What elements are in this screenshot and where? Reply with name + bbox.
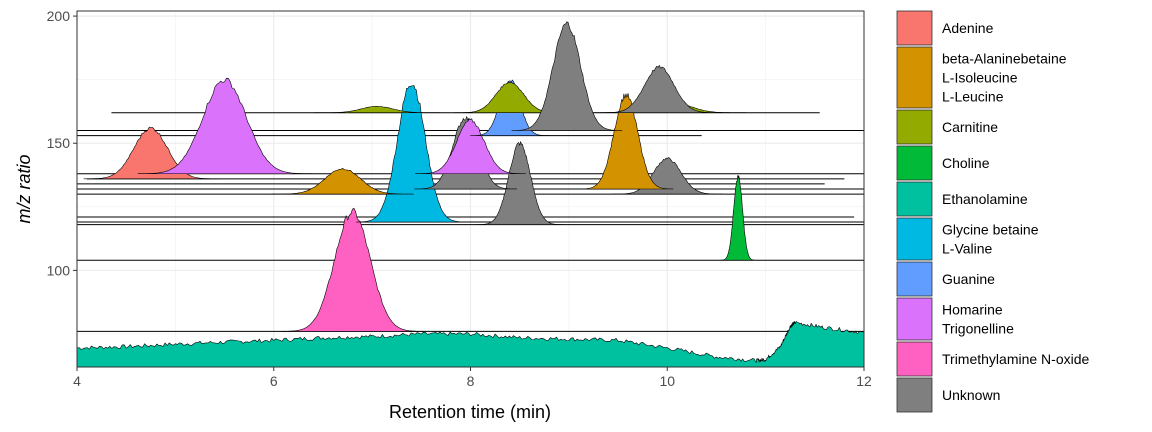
legend-label: Glycine betaine xyxy=(942,222,1039,238)
y-axis: 100 150 200 xyxy=(47,8,77,278)
peak-area xyxy=(600,65,719,114)
legend-key xyxy=(896,297,933,341)
legend-label: Unknown xyxy=(942,387,1000,403)
peak-area xyxy=(271,168,414,195)
x-tick-label: 12 xyxy=(856,373,872,389)
legend-label: Homarine xyxy=(942,302,1003,318)
legend-key xyxy=(896,46,933,109)
legend-label: Adenine xyxy=(942,20,994,36)
legend-label: Choline xyxy=(942,155,990,171)
legend-key xyxy=(896,10,933,46)
legend: Adenine beta-Alaninebetaine L-Isoleucine L-… xyxy=(896,10,1090,413)
legend-label: L-Valine xyxy=(942,241,993,257)
legend-label: L-Isoleucine xyxy=(942,70,1018,86)
x-tick-label: 4 xyxy=(73,373,81,389)
legend-key xyxy=(896,341,933,377)
legend-label: Trigonelline xyxy=(942,321,1014,337)
peak-area xyxy=(137,77,312,175)
x-tick-label: 6 xyxy=(270,373,278,389)
legend-label: Guanine xyxy=(942,271,995,287)
peak-area xyxy=(578,92,674,190)
legend-label: Carnitine xyxy=(942,119,998,135)
peak-area xyxy=(313,106,441,114)
peak-area xyxy=(83,126,218,180)
x-tick-label: 8 xyxy=(467,373,475,389)
peak-area xyxy=(415,118,526,175)
series-layer xyxy=(76,21,865,368)
legend-key xyxy=(896,217,933,261)
x-tick-label: 10 xyxy=(659,373,675,389)
legend-key xyxy=(896,181,933,217)
y-tick-label: 150 xyxy=(47,135,71,151)
peak-area xyxy=(511,21,623,131)
legend-label: Ethanolamine xyxy=(942,191,1028,207)
y-axis-title: m/z ratio xyxy=(14,154,34,223)
legend-key xyxy=(896,109,933,145)
y-tick-label: 200 xyxy=(47,8,71,24)
x-axis-title: Retention time (min) xyxy=(389,402,551,422)
peak-area xyxy=(76,321,865,368)
legend-key xyxy=(896,377,933,413)
peak-area xyxy=(611,157,723,195)
legend-label: beta-Alaninebetaine xyxy=(942,51,1067,67)
legend-label: Trimethylamine N-oxide xyxy=(942,351,1090,367)
legend-label: L-Leucine xyxy=(942,89,1004,105)
legend-key xyxy=(896,145,933,181)
peak-area xyxy=(356,85,467,223)
peak-area xyxy=(281,208,424,332)
peak-area xyxy=(720,175,757,261)
legend-key xyxy=(896,261,933,297)
x-axis: 4 6 8 10 12 xyxy=(73,367,872,389)
peak-area xyxy=(476,141,564,225)
y-tick-label: 100 xyxy=(47,262,71,278)
